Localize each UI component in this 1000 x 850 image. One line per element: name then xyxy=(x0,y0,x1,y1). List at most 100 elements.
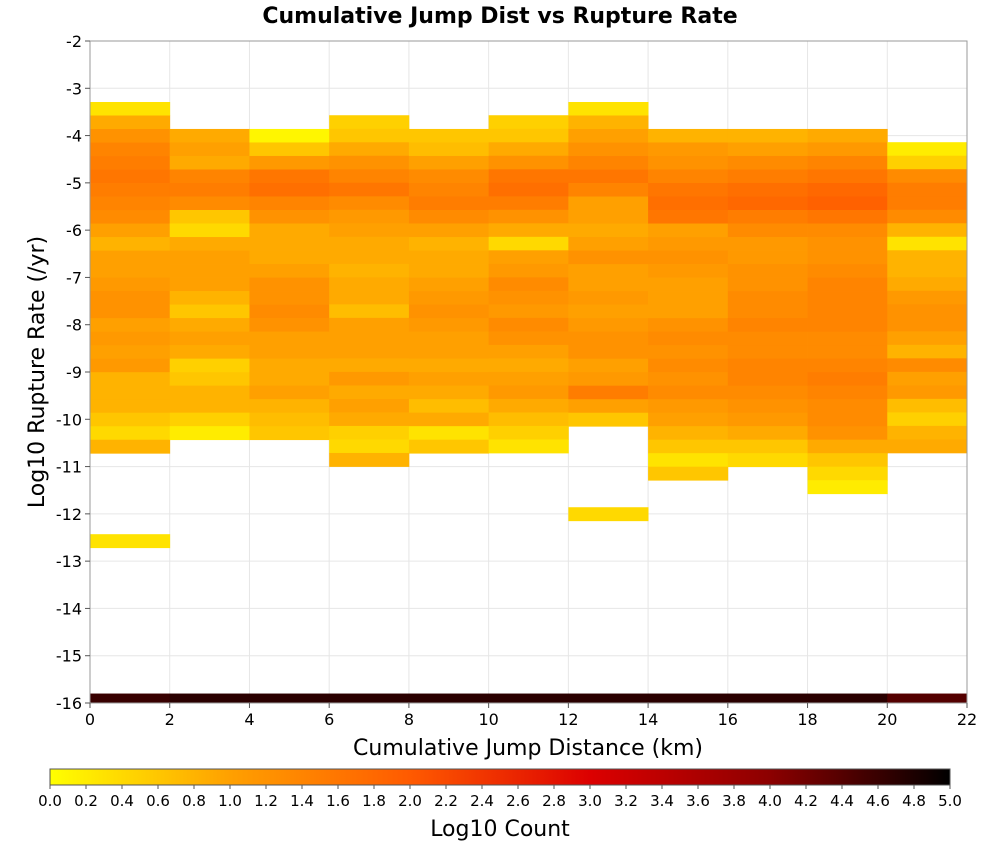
heatmap-cell xyxy=(488,236,569,251)
heatmap-cell xyxy=(648,182,729,197)
heatmap-cell xyxy=(329,290,410,305)
heatmap-cell xyxy=(169,412,250,427)
heatmap-cell xyxy=(90,156,171,170)
heatmap-cell xyxy=(408,426,490,441)
heatmap-cell xyxy=(648,250,729,265)
colorbar-tick-label: 3.2 xyxy=(614,792,638,810)
heatmap-cell xyxy=(329,182,410,197)
heatmap-cell xyxy=(169,250,250,265)
heatmap-cell-baseline xyxy=(90,693,171,703)
heatmap-cell xyxy=(90,129,171,143)
heatmap-cell xyxy=(648,210,729,224)
y-tick-label: -11 xyxy=(56,458,82,477)
heatmap-cell xyxy=(488,398,569,413)
heatmap-cell xyxy=(727,358,808,373)
heatmap-cell xyxy=(408,385,490,400)
heatmap-cell xyxy=(488,169,569,184)
heatmap-cell xyxy=(648,331,729,346)
heatmap-cell xyxy=(887,142,968,157)
heatmap-cell xyxy=(90,345,171,360)
heatmap-cell xyxy=(488,115,569,130)
x-tick-label: 14 xyxy=(638,710,658,729)
colorbar-tick-label: 4.6 xyxy=(866,792,890,810)
heatmap-cell xyxy=(249,277,330,292)
heatmap-cell xyxy=(568,169,649,184)
heatmap-cell xyxy=(329,236,410,251)
heatmap-cell xyxy=(648,439,729,454)
heatmap-cell xyxy=(887,236,968,251)
heatmap-cell xyxy=(249,412,330,427)
heatmap-cell xyxy=(488,209,569,224)
heatmap-cell xyxy=(408,372,490,387)
heatmap-cell xyxy=(807,196,888,211)
heatmap-cell xyxy=(648,142,729,157)
heatmap-cell xyxy=(329,398,410,413)
colorbar-tick-label: 4.8 xyxy=(902,792,926,810)
heatmap-cell xyxy=(727,169,808,184)
y-tick-label: -5 xyxy=(66,174,82,193)
heatmap-cell-baseline xyxy=(169,693,250,703)
heatmap-cell xyxy=(568,318,649,333)
heatmap-cell xyxy=(90,358,171,373)
heatmap-cell xyxy=(329,142,410,157)
colorbar-tick-label: 0.8 xyxy=(182,792,206,810)
heatmap-cell xyxy=(807,331,888,346)
heatmap-cell xyxy=(329,385,410,400)
colorbar-tick-label: 3.4 xyxy=(650,792,674,810)
heatmap-cell xyxy=(408,210,490,224)
heatmap-cell xyxy=(169,399,250,414)
heatmap-cell-baseline xyxy=(329,693,410,703)
heatmap-cell xyxy=(648,412,729,427)
colorbar-tick-label: 1.0 xyxy=(218,792,242,810)
heatmap-cell xyxy=(488,196,569,211)
heatmap-cell xyxy=(90,169,171,184)
heatmap-cell xyxy=(807,426,888,441)
heatmap-cell xyxy=(568,291,649,306)
heatmap-cell xyxy=(249,399,330,414)
heatmap-cell xyxy=(648,169,729,184)
colorbar-tick-label: 1.8 xyxy=(362,792,386,810)
heatmap-cell xyxy=(488,250,569,265)
heatmap-cell xyxy=(568,223,649,238)
x-tick-label: 8 xyxy=(404,710,414,729)
heatmap-cell xyxy=(887,358,968,373)
colorbar-tick-label: 2.2 xyxy=(434,792,458,810)
heatmap-cell xyxy=(249,142,330,157)
heatmap-cell xyxy=(648,345,729,360)
colorbar-tick-label: 0.6 xyxy=(146,792,170,810)
heatmap-cell xyxy=(488,155,569,170)
heatmap-cell xyxy=(568,264,649,279)
heatmap-cell xyxy=(887,290,968,305)
heatmap-cell xyxy=(329,331,410,346)
heatmap-cell xyxy=(90,318,171,333)
colorbar-tick-label: 1.2 xyxy=(254,792,278,810)
x-tick-label: 6 xyxy=(324,710,334,729)
heatmap-cell xyxy=(408,412,490,427)
heatmap-cell xyxy=(329,263,410,278)
heatmap-cell xyxy=(329,439,410,454)
colorbar-tick-label: 3.6 xyxy=(686,792,710,810)
heatmap-cell xyxy=(807,385,888,400)
heatmap-cell xyxy=(807,182,888,197)
heatmap-cell xyxy=(727,372,808,387)
heatmap-cell xyxy=(488,182,569,197)
heatmap-cell xyxy=(648,223,729,238)
heatmap-cell xyxy=(727,223,808,238)
heatmap-cell xyxy=(90,264,171,279)
heatmap-cell xyxy=(408,291,490,305)
heatmap-cell xyxy=(249,372,330,387)
heatmap-cell xyxy=(329,371,410,386)
x-tick-label: 2 xyxy=(165,710,175,729)
heatmap-cell xyxy=(488,358,569,373)
y-axis-label: Log10 Rupture Rate (/yr) xyxy=(25,236,50,508)
heatmap-cell xyxy=(807,291,888,305)
heatmap-cell xyxy=(249,318,330,332)
heatmap-cell xyxy=(568,345,649,360)
chart-title: Cumulative Jump Dist vs Rupture Rate xyxy=(262,4,737,29)
heatmap-cell xyxy=(488,371,569,386)
heatmap-cell xyxy=(169,237,250,251)
heatmap-cell xyxy=(488,304,569,319)
heatmap-cell xyxy=(408,237,490,251)
heatmap-cell xyxy=(727,155,808,170)
heatmap-cell xyxy=(249,250,330,265)
